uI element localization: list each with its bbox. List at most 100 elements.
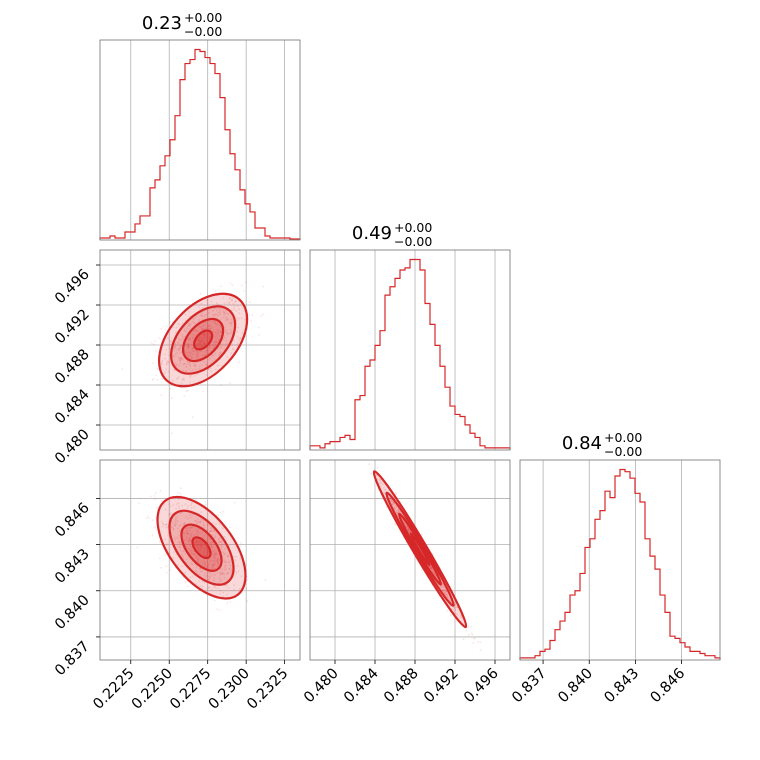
sample-point bbox=[460, 614, 462, 617]
sample-point bbox=[169, 343, 172, 346]
sample-point bbox=[216, 558, 219, 561]
sample-point bbox=[210, 544, 212, 547]
sample-point bbox=[203, 342, 205, 345]
sample-point bbox=[389, 498, 392, 500]
sample-point bbox=[163, 553, 166, 556]
sample-point bbox=[186, 507, 189, 510]
sample-point bbox=[184, 553, 187, 555]
sample-point bbox=[230, 329, 232, 331]
sample-point bbox=[178, 498, 180, 501]
sample-point bbox=[380, 485, 382, 488]
sample-point bbox=[200, 544, 203, 546]
sample-point bbox=[196, 373, 199, 375]
sample-point bbox=[216, 334, 218, 336]
histogram-panel-2: 0.49 +0.00−0.00 bbox=[309, 220, 511, 451]
sample-point bbox=[199, 315, 202, 317]
sample-point bbox=[170, 340, 173, 342]
sample-point bbox=[240, 284, 243, 287]
sample-point bbox=[182, 369, 185, 371]
sample-point bbox=[217, 332, 219, 335]
density-contour bbox=[180, 523, 223, 572]
sample-point bbox=[175, 507, 177, 510]
sample-point bbox=[243, 290, 245, 292]
panel-frame bbox=[99, 249, 301, 451]
sample-point bbox=[158, 540, 161, 543]
sample-point bbox=[199, 548, 202, 551]
sample-point bbox=[186, 363, 189, 366]
sample-point bbox=[193, 553, 195, 556]
sample-point bbox=[217, 562, 219, 564]
sample-point bbox=[228, 298, 231, 300]
sample-point bbox=[196, 344, 199, 346]
sample-point bbox=[226, 342, 229, 345]
sample-point bbox=[170, 397, 173, 400]
sample-point bbox=[165, 571, 168, 574]
sample-point bbox=[234, 301, 237, 304]
sample-point bbox=[450, 600, 452, 603]
sample-point bbox=[228, 302, 231, 305]
sample-point bbox=[212, 309, 214, 312]
sample-point bbox=[225, 317, 227, 320]
sample-point bbox=[211, 557, 214, 559]
sample-point bbox=[191, 336, 194, 339]
sample-point bbox=[227, 554, 229, 557]
sample-point bbox=[196, 350, 199, 353]
sample-point bbox=[188, 548, 191, 551]
sample-point bbox=[212, 343, 215, 346]
sample-point bbox=[193, 321, 196, 324]
sample-point bbox=[180, 338, 183, 341]
sample-point bbox=[235, 309, 238, 312]
sample-point bbox=[172, 504, 175, 506]
sample-point bbox=[214, 561, 216, 563]
y-tick-label: 0.484 bbox=[52, 387, 93, 428]
sample-point bbox=[407, 529, 410, 532]
sample-point bbox=[233, 588, 236, 591]
sample-point bbox=[205, 503, 208, 506]
sample-point bbox=[234, 570, 237, 573]
sample-point bbox=[177, 356, 180, 359]
sample-point bbox=[191, 346, 194, 349]
sample-point bbox=[200, 311, 203, 314]
sample-point bbox=[160, 363, 163, 366]
sample-point bbox=[154, 526, 156, 529]
sample-point bbox=[207, 349, 210, 352]
sample-point bbox=[249, 301, 252, 304]
sample-point bbox=[193, 550, 195, 552]
sample-point bbox=[221, 572, 224, 575]
sample-point bbox=[229, 282, 232, 285]
sample-point bbox=[200, 337, 203, 339]
sample-point bbox=[214, 536, 217, 539]
sample-point bbox=[204, 353, 207, 356]
sample-point bbox=[213, 564, 216, 566]
sample-point bbox=[209, 328, 212, 331]
sample-point bbox=[189, 365, 192, 368]
sample-point bbox=[197, 558, 199, 561]
sample-point bbox=[216, 565, 219, 568]
sample-point bbox=[204, 560, 207, 563]
sample-point bbox=[184, 313, 187, 316]
sample-point bbox=[395, 492, 398, 494]
sample-point bbox=[166, 337, 169, 340]
sample-point bbox=[236, 305, 239, 307]
sample-point bbox=[445, 593, 448, 596]
sample-point bbox=[210, 326, 213, 329]
sample-point bbox=[210, 526, 213, 529]
sample-point bbox=[224, 561, 226, 563]
sample-point bbox=[213, 341, 216, 344]
sample-point bbox=[191, 357, 193, 359]
sample-point bbox=[234, 300, 237, 303]
sample-point bbox=[201, 354, 203, 357]
sample-point bbox=[370, 472, 372, 475]
sample-point bbox=[181, 504, 184, 507]
sample-point bbox=[454, 607, 456, 609]
sample-point bbox=[192, 350, 195, 352]
sample-point bbox=[195, 566, 198, 569]
sample-point bbox=[375, 474, 378, 477]
panel-title-plus: +0.00 bbox=[184, 10, 222, 25]
sample-point bbox=[224, 559, 226, 562]
sample-point bbox=[156, 506, 158, 509]
sample-point bbox=[164, 524, 167, 527]
sample-point bbox=[187, 324, 190, 327]
sample-point bbox=[204, 549, 206, 552]
sample-point bbox=[181, 335, 184, 338]
